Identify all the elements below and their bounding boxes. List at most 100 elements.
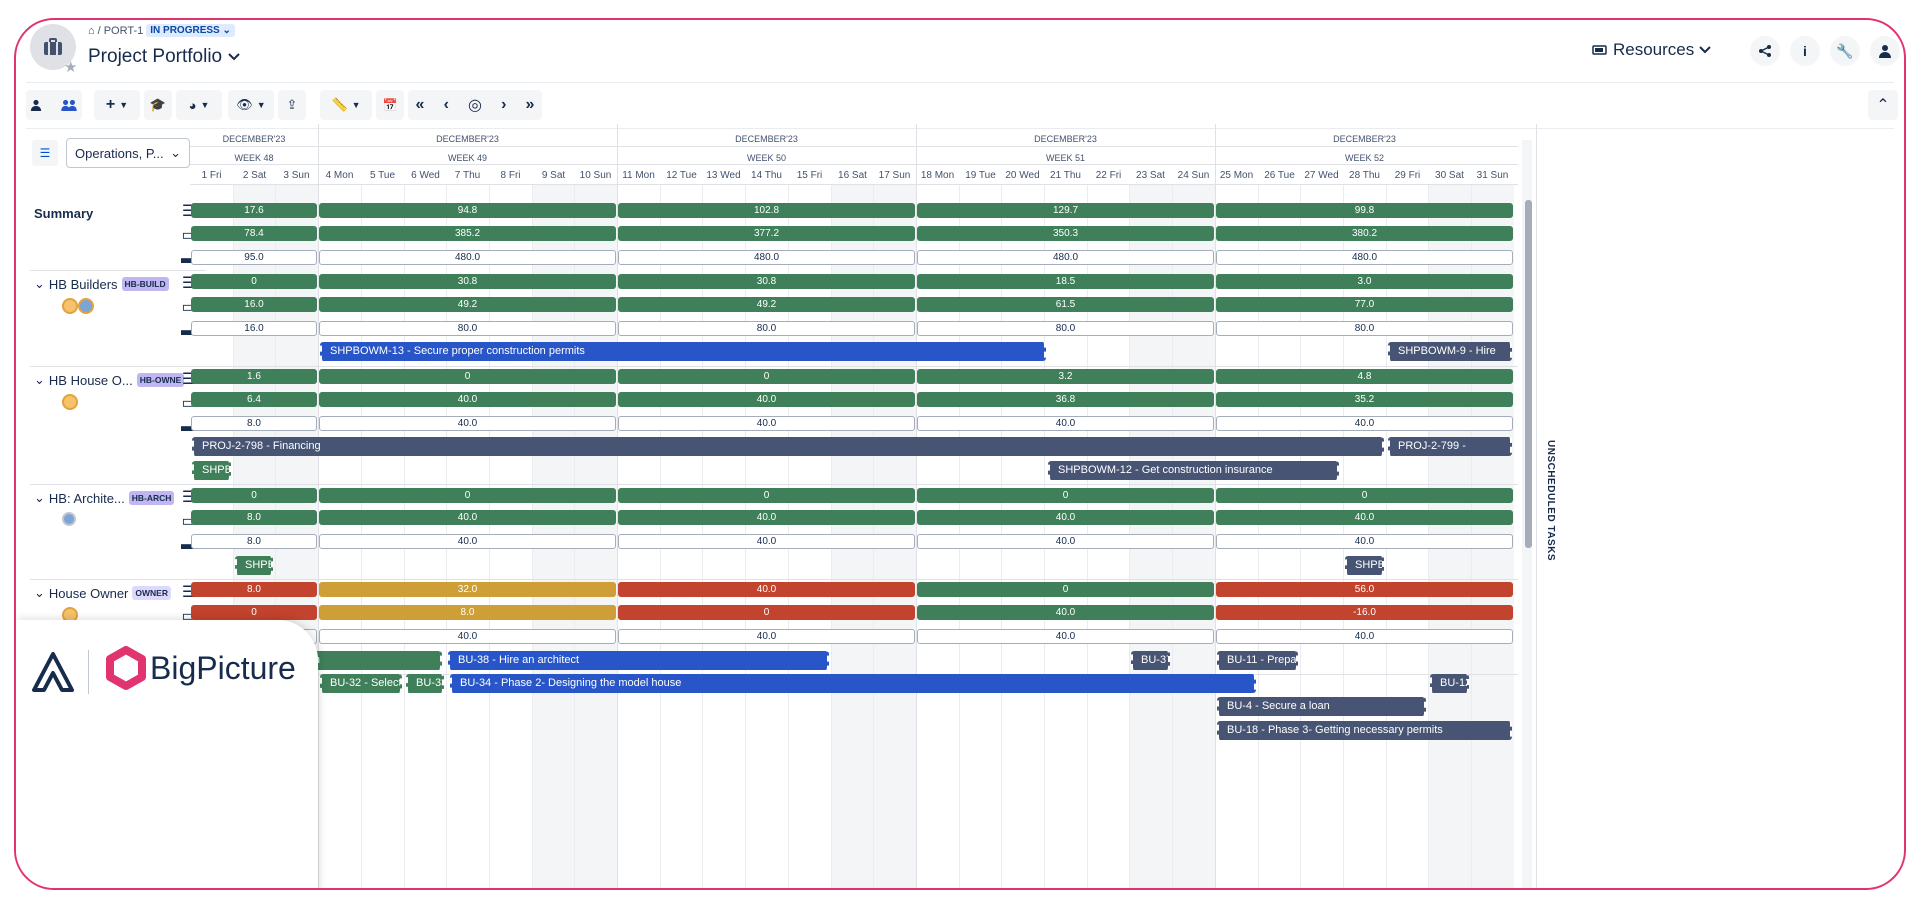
team-icon[interactable] <box>60 99 78 111</box>
workload-bar[interactable]: 0 <box>917 488 1214 503</box>
workload-bar[interactable]: 80.0 <box>917 321 1214 336</box>
task-bar[interactable]: SHPBOWM-12 - Get construction insurance <box>1048 461 1339 480</box>
skills-button[interactable]: 🎓 <box>144 90 172 120</box>
breadcrumb-project-key[interactable]: PORT-1 <box>103 24 144 37</box>
chevron-right-icon[interactable]: › <box>501 96 507 113</box>
workload-bar[interactable]: 36.8 <box>917 392 1214 407</box>
workload-bar[interactable]: 480.0 <box>1216 250 1513 265</box>
workload-bar[interactable]: 102.8 <box>618 203 915 218</box>
workload-bar[interactable]: 94.8 <box>319 203 616 218</box>
workload-bar[interactable]: 8.0 <box>191 510 317 525</box>
workload-bar[interactable]: 77.0 <box>1216 297 1513 312</box>
double-chevron-right-icon[interactable]: » <box>525 96 535 113</box>
workload-bar[interactable]: 0 <box>618 369 915 384</box>
workload-bar[interactable]: 40.0 <box>319 629 616 644</box>
workload-bar[interactable]: 380.2 <box>1216 226 1513 241</box>
workload-bar[interactable]: 350.3 <box>917 226 1214 241</box>
workload-bar[interactable]: 40.0 <box>618 416 915 431</box>
workload-bar[interactable]: 40.0 <box>917 510 1214 525</box>
workload-bar[interactable]: 40.0 <box>618 392 915 407</box>
avatar[interactable] <box>78 298 94 314</box>
task-bar[interactable]: BU-18 - Phase 3- Getting necessary permi… <box>1217 721 1512 740</box>
workload-bar[interactable]: 49.2 <box>618 297 915 312</box>
workload-bar[interactable]: 80.0 <box>618 321 915 336</box>
workload-bar[interactable]: 17.6 <box>191 203 317 218</box>
workload-bar[interactable]: 377.2 <box>618 226 915 241</box>
workload-bar[interactable]: 480.0 <box>618 250 915 265</box>
task-bar[interactable]: PROJ-2-799 - <box>1388 437 1512 456</box>
workload-bar[interactable]: 32.0 <box>319 582 616 597</box>
list-view-button[interactable]: ☰ <box>32 140 58 166</box>
export-button[interactable]: ⇪ <box>278 90 306 120</box>
avatar[interactable] <box>62 512 76 526</box>
workload-bar[interactable]: 3.0 <box>1216 274 1513 289</box>
double-chevron-left-icon[interactable]: « <box>415 96 425 113</box>
workload-bar[interactable]: 40.0 <box>917 629 1214 644</box>
collapse-toolbar-button[interactable]: ⌃ <box>1868 90 1898 120</box>
workload-bar[interactable]: 1.6 <box>191 369 317 384</box>
info-button[interactable]: i <box>1790 36 1820 66</box>
workload-bar[interactable]: 8.0 <box>191 582 317 597</box>
calendar-button[interactable]: 📅 <box>376 90 404 120</box>
task-bar[interactable]: SHPBOWM <box>235 556 273 575</box>
workload-bar[interactable]: 0 <box>618 605 915 620</box>
workload-bar[interactable]: 49.2 <box>319 297 616 312</box>
workload-bar[interactable]: 40.0 <box>1216 629 1513 644</box>
workload-bar[interactable]: 385.2 <box>319 226 616 241</box>
workload-bar[interactable]: 16.0 <box>191 297 317 312</box>
workload-bar[interactable]: 0 <box>618 488 915 503</box>
settings-button[interactable]: 🔧 <box>1830 36 1860 66</box>
workload-bar[interactable]: 0 <box>1216 488 1513 503</box>
project-avatar[interactable] <box>30 24 76 70</box>
task-bar[interactable]: BU-37 <box>1131 651 1170 670</box>
workload-bar[interactable]: 30.8 <box>319 274 616 289</box>
chevron-left-icon[interactable]: ‹ <box>443 96 449 113</box>
workload-bar[interactable]: 0 <box>191 605 317 620</box>
workload-bar[interactable]: 0 <box>319 488 616 503</box>
task-bar[interactable]: BU-33 <box>406 674 444 693</box>
task-bar[interactable]: BU-38 - Hire an architect <box>448 651 829 670</box>
filter-select[interactable]: Operations, P... ⌄ <box>66 138 190 168</box>
workload-bar[interactable]: 95.0 <box>191 250 317 265</box>
workload-bar[interactable]: 18.5 <box>917 274 1214 289</box>
workload-bar[interactable]: 480.0 <box>917 250 1214 265</box>
workload-bar[interactable]: 3.2 <box>917 369 1214 384</box>
scale-button[interactable]: 📏 ▼ <box>320 90 372 120</box>
unscheduled-tasks-panel[interactable] <box>1536 124 1558 888</box>
workload-bar[interactable]: 80.0 <box>319 321 616 336</box>
task-bar[interactable]: SHPBOWM-9 - Hire <box>1388 342 1512 361</box>
workload-bar[interactable]: 4.8 <box>1216 369 1513 384</box>
workload-bar[interactable]: 0 <box>319 369 616 384</box>
workload-bar[interactable]: 99.8 <box>1216 203 1513 218</box>
add-button[interactable]: + ▼ <box>94 90 140 120</box>
workload-bar[interactable]: 40.0 <box>917 534 1214 549</box>
workload-bar[interactable]: 40.0 <box>319 416 616 431</box>
workload-bar[interactable]: 8.0 <box>319 605 616 620</box>
workload-bar[interactable]: 40.0 <box>618 534 915 549</box>
workload-bar[interactable]: 0 <box>917 582 1214 597</box>
metrics-button[interactable]: ◕ ▼ <box>176 90 222 120</box>
home-icon[interactable]: ⌂ <box>88 24 95 37</box>
workload-bar[interactable]: 80.0 <box>1216 321 1513 336</box>
workload-bar[interactable]: 35.2 <box>1216 392 1513 407</box>
workload-bar[interactable]: 56.0 <box>1216 582 1513 597</box>
view-button[interactable]: 👁 ▼ <box>228 90 274 120</box>
workload-bar[interactable]: 40.0 <box>319 534 616 549</box>
workload-bar[interactable]: 40.0 <box>1216 510 1513 525</box>
group-label-house-owner[interactable]: ⌄ House Owner OWNER <box>34 585 171 601</box>
task-bar[interactable]: BU-34 - Phase 2- Designing the model hou… <box>450 674 1256 693</box>
workload-bar[interactable]: 0 <box>191 274 317 289</box>
workload-bar[interactable]: 480.0 <box>319 250 616 265</box>
task-bar[interactable]: BU-32 - Select a <box>320 674 402 693</box>
workload-bar[interactable]: 8.0 <box>191 534 317 549</box>
today-target-icon[interactable]: ◎ <box>468 97 482 114</box>
task-bar[interactable]: PROJ-2-798 - Financing <box>192 437 1384 456</box>
workload-bar[interactable]: -16.0 <box>1216 605 1513 620</box>
workload-bar[interactable]: 0 <box>191 488 317 503</box>
task-bar[interactable]: SHPBOWM-13 - Secure proper construction … <box>320 342 1046 361</box>
status-badge[interactable]: IN PROGRESS ⌄ <box>146 24 235 37</box>
unscheduled-tasks-label[interactable]: UNSCHEDULED TASKS <box>1545 440 1556 562</box>
workload-bar[interactable]: 16.0 <box>191 321 317 336</box>
workload-bar[interactable]: 6.4 <box>191 392 317 407</box>
workload-bar[interactable]: 129.7 <box>917 203 1214 218</box>
